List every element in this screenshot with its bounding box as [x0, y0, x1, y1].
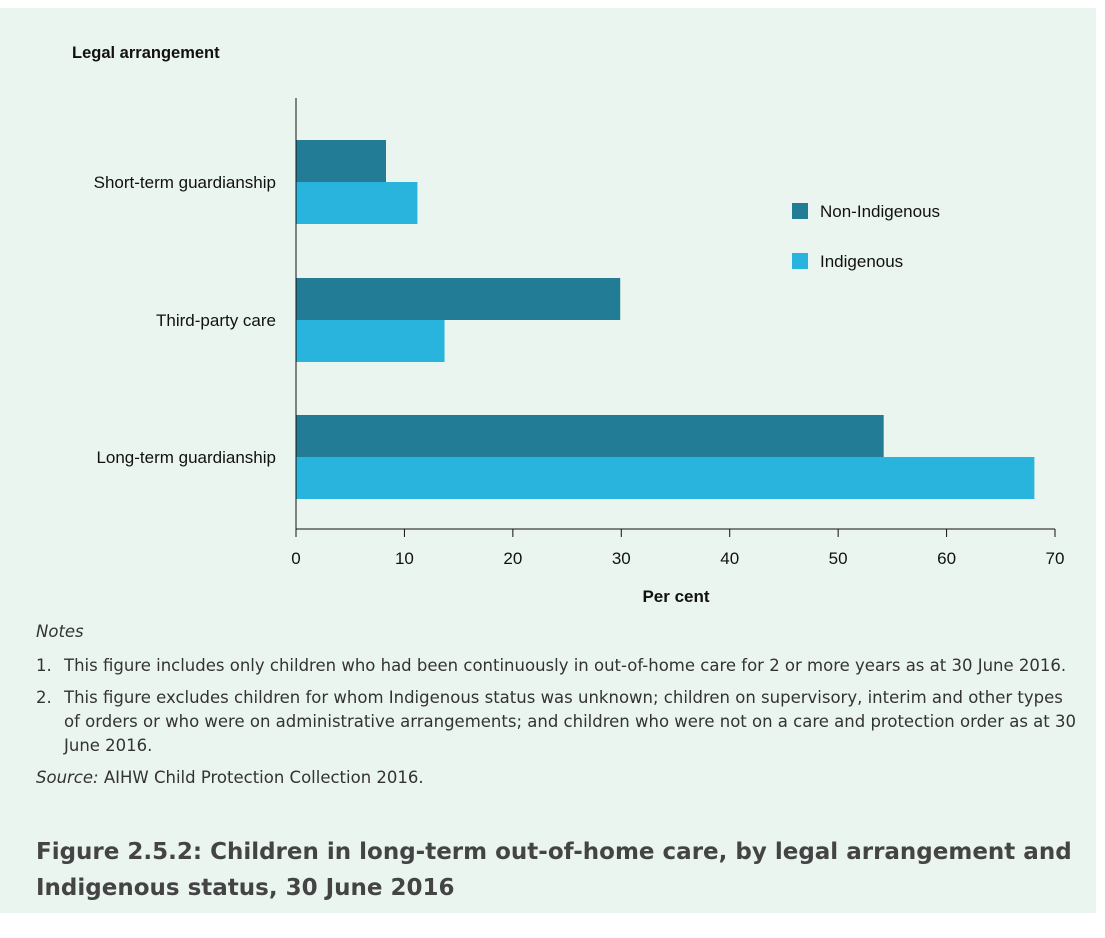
x-tick-label: 30 — [612, 549, 631, 568]
x-tick-label: 0 — [291, 549, 300, 568]
notes-section: Notes 1. This figure includes only child… — [36, 620, 1076, 790]
note-number: 2. — [36, 688, 52, 707]
source-line: Source: AIHW Child Protection Collection… — [36, 766, 1076, 790]
category-label: Third-party care — [156, 311, 276, 330]
source-text: AIHW Child Protection Collection 2016. — [98, 768, 424, 787]
x-tick-label: 20 — [503, 549, 522, 568]
note-item: 2. This figure excludes children for who… — [36, 686, 1076, 758]
bar-non-indigenous-1 — [296, 140, 386, 182]
bar-indigenous-3 — [296, 457, 1035, 499]
bars-group — [296, 140, 1035, 499]
bar-chart: Legal arrangement Short-term guardianshi… — [72, 44, 1065, 606]
notes-heading: Notes — [36, 622, 84, 641]
x-axis-label: Per cent — [642, 587, 709, 606]
source-label: Source: — [36, 768, 99, 787]
bar-non-indigenous-3 — [296, 415, 884, 457]
bar-indigenous-1 — [296, 182, 418, 224]
category-label: Long-term guardianship — [96, 448, 276, 467]
note-text: This figure excludes children for whom I… — [64, 688, 1077, 755]
category-label: Short-term guardianship — [94, 173, 276, 192]
x-tick-label: 40 — [720, 549, 739, 568]
legend-label: Non-Indigenous — [820, 202, 940, 221]
figure-caption: Figure 2.5.2: Children in long-term out-… — [36, 839, 1072, 901]
legend-swatch — [792, 253, 808, 269]
figure-panel: Legal arrangement Short-term guardianshi… — [0, 8, 1096, 913]
legend: Non-Indigenous Indigenous — [792, 202, 940, 271]
chart-title: Legal arrangement — [72, 44, 220, 62]
legend-label: Indigenous — [820, 252, 903, 271]
legend-swatch — [792, 203, 808, 219]
note-text: This figure includes only children who h… — [64, 656, 1067, 675]
note-item: 1. This figure includes only children wh… — [36, 654, 1076, 678]
x-tick-label: 10 — [395, 549, 414, 568]
x-tick-label: 60 — [937, 549, 956, 568]
bar-non-indigenous-2 — [296, 278, 621, 320]
x-tick-label: 70 — [1046, 549, 1065, 568]
axes-group: Short-term guardianship Third-party care L… — [94, 98, 1065, 568]
note-number: 1. — [36, 656, 52, 675]
bar-indigenous-2 — [296, 320, 445, 362]
x-tick-label: 50 — [829, 549, 848, 568]
